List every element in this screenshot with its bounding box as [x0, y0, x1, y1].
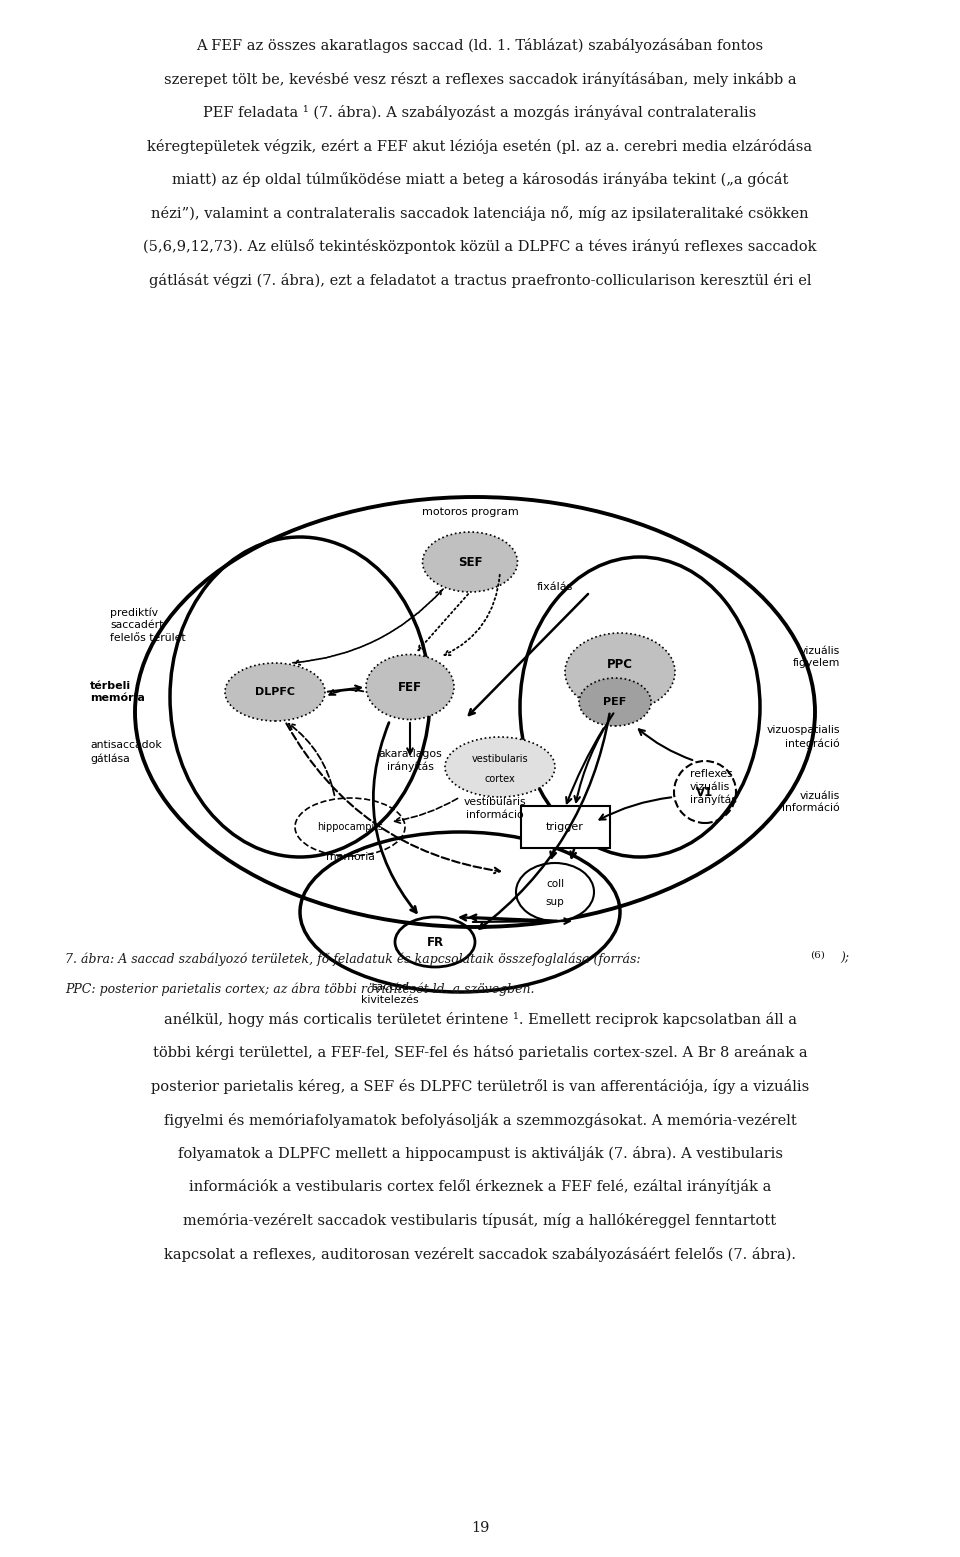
- Text: coll: coll: [546, 880, 564, 889]
- Text: információk a vestibularis cortex felől érkeznek a FEF felé, ezáltal irányítják : információk a vestibularis cortex felől …: [189, 1180, 771, 1194]
- Ellipse shape: [225, 663, 325, 721]
- Text: memória: memória: [325, 852, 374, 863]
- Text: akaratlagos
irányítás: akaratlagos irányítás: [378, 749, 442, 772]
- Text: DLPFC: DLPFC: [255, 687, 295, 698]
- Text: kapcsolat a reflexes, auditorosan vezérelt saccadok szabályozásáért felelős (7. : kapcsolat a reflexes, auditorosan vezére…: [164, 1247, 796, 1261]
- Ellipse shape: [445, 736, 555, 797]
- Text: PPC: posterior parietalis cortex; az ábra többi rövidítését ld. a szövegben.: PPC: posterior parietalis cortex; az ábr…: [65, 982, 535, 995]
- Text: SEF: SEF: [458, 556, 482, 568]
- Text: V1: V1: [696, 785, 713, 799]
- Text: kéregtерületek végzik, ezért a FEF akut léziója esetén (pl. az a. cerebri media : kéregtерületek végzik, ezért a FEF akut …: [148, 139, 812, 154]
- Ellipse shape: [366, 654, 454, 719]
- Text: (5,6,9,12,73). Az elülső tekintésközpontok közül a DLPFC a téves irányú reflexes: (5,6,9,12,73). Az elülső tekintésközpont…: [143, 240, 817, 254]
- Text: anélkül, hogy más corticalis területet érintene ¹. Emellett reciprok kapcsolatba: anélkül, hogy más corticalis területet é…: [163, 1012, 797, 1028]
- Text: 7. ábra: A saccad szabályozó területek, fő feladatuk és kapcsolataik összefoglal: 7. ábra: A saccad szabályozó területek, …: [65, 951, 640, 965]
- Ellipse shape: [579, 677, 651, 726]
- Text: vizuális
információ: vizuális információ: [782, 791, 840, 813]
- Text: nézi”), valamint a contralateralis saccadok latenciája nő, míg az ipsilateralita: nézi”), valamint a contralateralis sacca…: [151, 206, 809, 221]
- Text: trigger: trigger: [546, 822, 584, 831]
- Text: sup: sup: [545, 897, 564, 908]
- Text: FEF: FEF: [398, 680, 422, 693]
- Text: posterior parietalis kéreg, a SEF és DLPFC területről is van afferentációja, így: posterior parietalis kéreg, a SEF és DLP…: [151, 1079, 809, 1095]
- Text: (6): (6): [810, 951, 825, 961]
- Text: figyelmi és memóriafolyamatok befolyásolják a szemmozgásokat. A memória-vezérelt: figyelmi és memóriafolyamatok befolyásol…: [163, 1113, 797, 1127]
- Text: többi kérgi területtel, a FEF-fel, SEF-fel és hátsó parietalis cortex-szel. A Br: többi kérgi területtel, a FEF-fel, SEF-f…: [153, 1045, 807, 1060]
- Text: motoros program: motoros program: [421, 508, 518, 517]
- Text: reflexes
vizuális
irányítás: reflexes vizuális irányítás: [690, 769, 737, 805]
- Ellipse shape: [565, 634, 675, 712]
- Text: 19: 19: [470, 1521, 490, 1535]
- Text: vizuális
figyelem: vizuális figyelem: [793, 646, 840, 668]
- Text: hippocampus: hippocampus: [317, 822, 383, 831]
- Text: antisaccadok
gátlása: antisaccadok gátlása: [90, 740, 161, 764]
- Text: vestibularis
információ: vestibularis információ: [464, 797, 526, 821]
- Text: PPC: PPC: [607, 657, 633, 671]
- Ellipse shape: [516, 863, 594, 922]
- Text: vestibularis: vestibularis: [471, 754, 528, 764]
- Text: miatt) az ép oldal túlműködése miatt a beteg a károsodás irányába tekint („a góc: miatt) az ép oldal túlműködése miatt a b…: [172, 171, 788, 187]
- Text: A FEF az összes akaratlagos saccad (ld. 1. Táblázat) szabályozásában fontos: A FEF az összes akaratlagos saccad (ld. …: [197, 37, 763, 53]
- Text: memória-vezérelt saccadok vestibularis típusát, míg a hallókéreggel fenntartott: memória-vezérelt saccadok vestibularis t…: [183, 1213, 777, 1228]
- Text: gátlását végzi (7. ábra), ezt a feladatot a tractus praefronto-collicularison ke: gátlását végzi (7. ábra), ezt a feladato…: [149, 272, 811, 288]
- Text: );: );: [840, 951, 850, 965]
- Text: cortex: cortex: [485, 774, 516, 785]
- Text: folyamatok a DLPFC mellett a hippocampust is aktiválják (7. ábra). A vestibulari: folyamatok a DLPFC mellett a hippocampus…: [178, 1146, 782, 1162]
- Text: prediktív
saccadért
felelős terület: prediktív saccadért felelős terület: [110, 607, 185, 643]
- Text: saccad
kivitelezés: saccad kivitelezés: [361, 982, 419, 1004]
- Text: FR: FR: [426, 936, 444, 948]
- Text: fixálás: fixálás: [537, 582, 573, 592]
- Text: PEF: PEF: [604, 698, 627, 707]
- Ellipse shape: [422, 532, 517, 592]
- FancyBboxPatch shape: [520, 807, 610, 849]
- Text: vizuospatialis
integráció: vizuospatialis integráció: [766, 726, 840, 749]
- Text: térbeli
memória: térbeli memória: [90, 680, 145, 704]
- Text: szerepet tölt be, kevésbé vesz részt a reflexes saccadok irányításában, mely ink: szerepet tölt be, kevésbé vesz részt a r…: [164, 72, 796, 87]
- Text: PEF feladata ¹ (7. ábra). A szabályozást a mozgás irányával contralateralis: PEF feladata ¹ (7. ábra). A szabályozást…: [204, 104, 756, 120]
